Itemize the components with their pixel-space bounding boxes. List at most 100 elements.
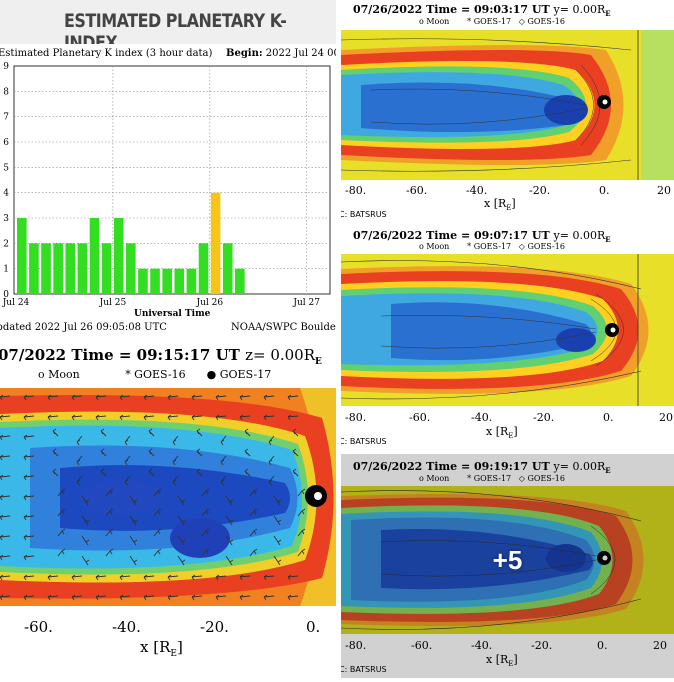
field-arrow bbox=[23, 534, 35, 541]
sim-coord-sub: E bbox=[605, 466, 611, 476]
sim-time-label: Time = bbox=[426, 3, 471, 16]
xlabel-sub: E bbox=[508, 432, 514, 441]
sim-tile-mid[interactable]: 07/26/2022 Time = 09:07:17 UT y= 0.00RE … bbox=[341, 226, 674, 448]
field-arrow bbox=[23, 574, 35, 581]
x-tick-label: Jul 24 bbox=[2, 298, 30, 308]
field-arrow bbox=[196, 468, 203, 477]
sim-tile-z[interactable]: 07/2022 Time = 09:15:17 UT z= 0.00RE o M… bbox=[0, 342, 336, 678]
field-arrow bbox=[0, 494, 11, 501]
field-arrow bbox=[23, 554, 35, 561]
sim-time: 09:19:17 bbox=[474, 460, 529, 473]
sim-coord-sub: E bbox=[315, 357, 322, 367]
kindex-bar bbox=[210, 192, 221, 294]
sim-tile-top[interactable]: 07/26/2022 Time = 09:03:17 UT y= 0.00RE … bbox=[341, 0, 674, 222]
y-tick-label: 0 bbox=[3, 290, 9, 300]
kindex-bar bbox=[65, 243, 76, 294]
y-tick-label: 7 bbox=[3, 113, 9, 123]
sim-tile-bottom[interactable]: 07/26/2022 Time = 09:19:17 UT y= 0.00RE … bbox=[341, 454, 674, 678]
field-arrow bbox=[0, 574, 11, 581]
field-arrow bbox=[23, 434, 35, 441]
sim-date: 07/26/2022 bbox=[353, 229, 423, 242]
field-arrow bbox=[52, 448, 59, 457]
field-arrow bbox=[177, 555, 186, 566]
field-arrow bbox=[119, 594, 131, 601]
field-arrow bbox=[100, 468, 107, 477]
field-arrow bbox=[177, 515, 186, 526]
kindex-bar bbox=[222, 243, 233, 294]
kindex-bar bbox=[235, 268, 245, 294]
sim-time: 09:15:17 bbox=[136, 346, 211, 364]
field-arrow bbox=[225, 535, 234, 546]
xtick: -80. bbox=[345, 184, 367, 197]
field-arrow bbox=[239, 394, 251, 401]
field-arrow bbox=[239, 414, 251, 421]
sim-time-line: 07/26/2022 Time = 09:03:17 UT y= 0.00RE bbox=[353, 3, 611, 18]
y-tick-label: 5 bbox=[3, 163, 9, 173]
field-arrow bbox=[297, 488, 306, 497]
field-arrow bbox=[57, 528, 66, 537]
xtick: 20 bbox=[659, 411, 673, 424]
legend-goes17: * GOES-17 bbox=[467, 242, 512, 251]
field-arrow bbox=[153, 488, 162, 497]
sim-date: 07/26/2022 bbox=[353, 460, 423, 473]
field-arrow bbox=[0, 414, 11, 421]
field-arrow bbox=[215, 394, 227, 401]
xtick: -40. bbox=[112, 618, 141, 636]
field-arrow bbox=[244, 468, 251, 477]
field-arrow bbox=[273, 495, 282, 506]
field-arrow bbox=[191, 394, 203, 401]
field-arrow bbox=[76, 435, 83, 446]
field-arrow bbox=[244, 428, 251, 437]
field-arrow bbox=[201, 488, 210, 497]
field-arrow bbox=[52, 468, 59, 477]
field-arrow bbox=[249, 528, 258, 537]
field-arrow bbox=[76, 475, 83, 486]
sim-time: 09:07:17 bbox=[474, 229, 529, 242]
field-arrow bbox=[220, 435, 227, 446]
sim-plot bbox=[0, 388, 336, 606]
kindex-tile[interactable]: ESTIMATED PLANETARY K-INDEX Estimated Pl… bbox=[0, 0, 336, 338]
field-arrow bbox=[129, 535, 138, 546]
sim-time-label: Time = bbox=[71, 346, 132, 364]
field-arrow bbox=[273, 535, 282, 546]
field-arrow bbox=[263, 414, 275, 421]
field-arrow bbox=[263, 574, 275, 581]
field-arrow bbox=[249, 548, 258, 557]
field-arrow bbox=[201, 548, 210, 557]
xtick: -40. bbox=[466, 184, 488, 197]
more-images-overlay[interactable]: +5 bbox=[341, 454, 674, 678]
field-arrow bbox=[297, 528, 306, 537]
xlabel-end: ] bbox=[176, 638, 183, 656]
kindex-bar bbox=[101, 243, 112, 294]
kindex-bar bbox=[41, 243, 51, 294]
sim-axis: -80. -60. -40. -20. 0. 20 x [RE] C: BATS… bbox=[341, 406, 674, 448]
field-arrow bbox=[153, 528, 162, 537]
field-arrow bbox=[297, 508, 306, 517]
xtick: -60. bbox=[406, 184, 428, 197]
field-arrow bbox=[191, 574, 203, 581]
field-arrow bbox=[239, 574, 251, 581]
field-arrow bbox=[225, 495, 234, 506]
sim-date: 07/2022 bbox=[0, 346, 67, 364]
legend-moon: o Moon bbox=[419, 242, 450, 251]
kindex-bar bbox=[77, 243, 88, 294]
field-arrow bbox=[292, 428, 299, 437]
sim-time-label: Time = bbox=[426, 460, 471, 473]
field-arrow bbox=[225, 555, 234, 566]
xtick: 20 bbox=[653, 639, 667, 652]
field-arrow bbox=[268, 455, 275, 466]
field-arrow bbox=[23, 594, 35, 601]
field-arrow bbox=[287, 394, 299, 401]
field-arrow bbox=[81, 555, 90, 566]
kindex-chart-area: Estimated Planetary K index (3 hour data… bbox=[0, 44, 336, 338]
legend-moon: o Moon bbox=[419, 474, 450, 483]
x-tick-label: Jul 25 bbox=[99, 298, 127, 308]
kindex-bar bbox=[162, 268, 172, 294]
sim-footer: C: BATSRUS bbox=[341, 665, 387, 674]
field-arrow bbox=[143, 414, 155, 421]
field-arrow bbox=[23, 494, 35, 501]
xtick: -20. bbox=[533, 411, 555, 424]
kindex-bar bbox=[113, 218, 124, 294]
field-arrow bbox=[196, 448, 203, 457]
field-arrow bbox=[191, 594, 203, 601]
